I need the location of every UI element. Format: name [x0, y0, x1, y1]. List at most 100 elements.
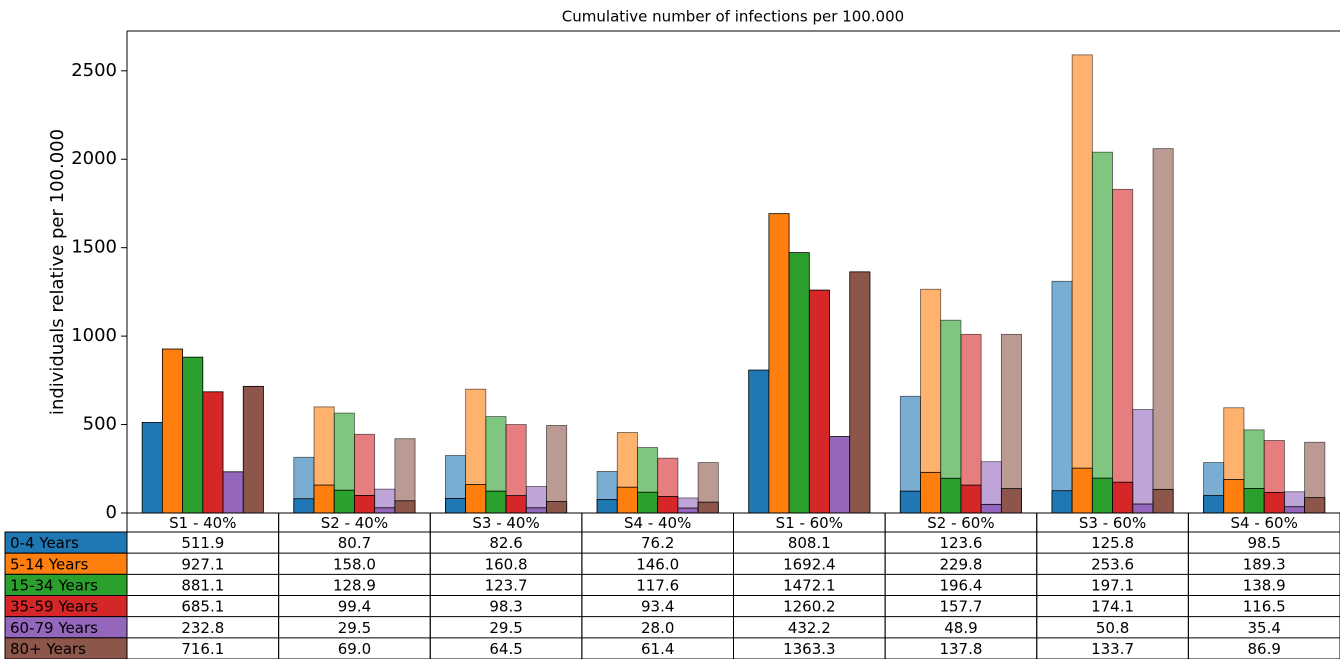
- bar: [1203, 495, 1225, 514]
- bar: [960, 484, 982, 514]
- bar: [1112, 481, 1134, 514]
- row-header: 35-59 Years: [10, 598, 98, 616]
- table-cell: 253.6: [1091, 555, 1134, 573]
- bar: [596, 499, 618, 514]
- bar: [1000, 488, 1022, 514]
- table-cell: 432.2: [788, 619, 831, 637]
- bar-shadow: [1132, 409, 1154, 514]
- bar: [1284, 506, 1306, 514]
- y-tick-label: 2500: [71, 60, 117, 81]
- column-header: S1 - 60%: [776, 514, 843, 532]
- bar: [546, 501, 568, 514]
- table-cell: 64.5: [489, 640, 522, 658]
- bar: [1304, 497, 1326, 514]
- bar-shadow: [1152, 148, 1174, 514]
- y-axis-label: individuals relative per 100.000: [47, 129, 68, 415]
- bar: [333, 489, 355, 514]
- row-header: 0-4 Years: [10, 534, 79, 552]
- table-col: [1187, 512, 1340, 659]
- table-cell: 1472.1: [783, 576, 836, 594]
- table-cell: 61.4: [641, 640, 674, 658]
- row-header: 80+ Years: [10, 640, 86, 658]
- bar: [525, 507, 547, 514]
- chart-title: Cumulative number of infections per 100.…: [562, 8, 904, 26]
- table-cell: 117.6: [636, 576, 679, 594]
- table-cell: 197.1: [1091, 576, 1134, 594]
- bar: [505, 495, 527, 514]
- y-tick-label: 500: [83, 414, 117, 435]
- table-cell: 174.1: [1091, 598, 1134, 616]
- table-cell: 133.7: [1091, 640, 1134, 658]
- table-cell: 881.1: [181, 576, 224, 594]
- table-cell: 69.0: [338, 640, 371, 658]
- bar: [808, 289, 830, 514]
- y-tick-label: 1500: [71, 237, 117, 258]
- bar: [465, 484, 487, 514]
- bar: [899, 490, 921, 514]
- table-cell: 50.8: [1096, 619, 1129, 637]
- bar: [394, 500, 416, 514]
- table-cell: 93.4: [641, 598, 674, 616]
- bar: [445, 497, 467, 514]
- bar: [697, 501, 719, 514]
- y-tick-label: 0: [106, 502, 117, 523]
- table-cell: 157.7: [939, 598, 982, 616]
- bar: [1091, 477, 1113, 514]
- table-cell: 232.8: [181, 619, 224, 637]
- bar: [788, 252, 810, 514]
- table-cell: 82.6: [489, 534, 522, 552]
- table-cell: 98.5: [1247, 534, 1280, 552]
- bar: [182, 356, 204, 514]
- table-cell: 158.0: [333, 555, 376, 573]
- table-cell: 138.9: [1243, 576, 1286, 594]
- bar: [920, 471, 942, 514]
- table-cell: 28.0: [641, 619, 674, 637]
- row-header: 15-34 Years: [10, 576, 98, 594]
- bar: [374, 507, 396, 514]
- bar: [1051, 490, 1073, 514]
- bar: [980, 503, 1002, 514]
- table-cell: 99.4: [338, 598, 371, 616]
- table-cell: 123.7: [485, 576, 528, 594]
- bar: [1132, 503, 1154, 514]
- bar: [313, 484, 335, 514]
- table-cell: 137.8: [939, 640, 982, 658]
- table-cell: 1260.2: [783, 598, 836, 616]
- column-header: S2 - 60%: [927, 514, 994, 532]
- table-cell: 76.2: [641, 534, 674, 552]
- table-cell: 48.9: [944, 619, 977, 637]
- table-cell: 196.4: [939, 576, 982, 594]
- bar: [637, 491, 659, 514]
- bar: [1263, 491, 1285, 514]
- y-tick-label: 2000: [71, 148, 117, 169]
- bar-shadow: [1091, 151, 1113, 514]
- table-cell: 86.9: [1247, 640, 1280, 658]
- bar: [677, 507, 699, 514]
- bar: [242, 385, 264, 514]
- row-header: 5-14 Years: [10, 555, 89, 573]
- row-header: 60-79 Years: [10, 619, 98, 637]
- column-header: S4 - 60%: [1231, 514, 1298, 532]
- column-header: S2 - 40%: [321, 514, 388, 532]
- table-cell: 80.7: [338, 534, 371, 552]
- table-cell: 125.8: [1091, 534, 1134, 552]
- column-header: S1 - 40%: [169, 514, 236, 532]
- table-cell: 1692.4: [783, 555, 836, 573]
- bar: [1152, 488, 1174, 514]
- table-cell: 29.5: [489, 619, 522, 637]
- bar-shadow: [1112, 188, 1134, 514]
- table-cell: 160.8: [485, 555, 528, 573]
- bar: [849, 271, 871, 514]
- bar: [222, 471, 244, 514]
- table-cell: 229.8: [939, 555, 982, 573]
- bar: [1223, 479, 1245, 514]
- bar: [940, 477, 962, 514]
- table-cell: 116.5: [1243, 598, 1286, 616]
- table-cell: 123.6: [939, 534, 982, 552]
- column-header: S4 - 40%: [624, 514, 691, 532]
- table-cell: 35.4: [1247, 619, 1280, 637]
- bar-shadow: [546, 425, 568, 514]
- bar-shadow: [1071, 54, 1093, 514]
- bar: [829, 436, 851, 514]
